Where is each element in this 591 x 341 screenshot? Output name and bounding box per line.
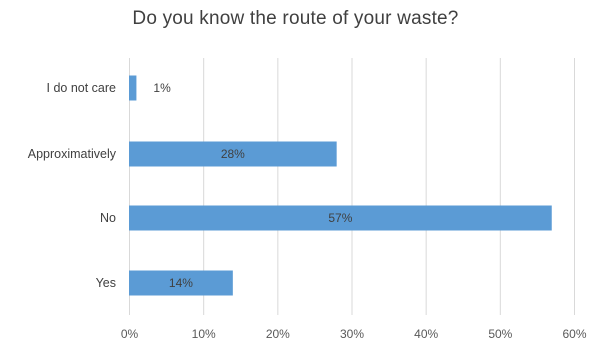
chart-title: Do you know the route of your waste? (132, 8, 459, 29)
bar (129, 75, 137, 101)
data-label: 1% (153, 81, 171, 95)
category-label: Yes (96, 276, 116, 290)
bar (129, 141, 337, 167)
category-label: No (100, 211, 116, 225)
category-label: Approximatively (28, 147, 117, 161)
data-label: 28% (221, 147, 245, 161)
bar (129, 205, 552, 231)
data-labels: 1% 28% 57% 14% (153, 81, 352, 290)
bars (129, 75, 552, 296)
x-tick-label: 20% (266, 327, 290, 341)
x-tick-label: 60% (562, 327, 586, 341)
data-label: 14% (169, 276, 193, 290)
x-tick-label: 40% (414, 327, 438, 341)
x-tick-label: 50% (488, 327, 512, 341)
x-tick-label: 0% (121, 327, 139, 341)
x-axis-tick-labels: 0% 10% 20% 30% 40% 50% 60% (121, 327, 587, 341)
category-label: I do not care (47, 81, 117, 95)
data-label: 57% (328, 211, 352, 225)
x-tick-label: 10% (192, 327, 216, 341)
category-labels: I do not care Approximatively No Yes (28, 81, 117, 290)
bar (129, 270, 233, 296)
x-tick-label: 30% (340, 327, 364, 341)
